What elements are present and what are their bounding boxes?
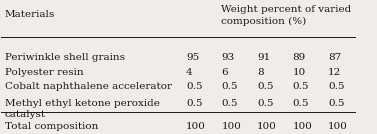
Text: 0.5: 0.5 — [222, 99, 238, 108]
Text: 100: 100 — [328, 122, 348, 131]
Text: 91: 91 — [257, 53, 270, 62]
Text: 100: 100 — [222, 122, 241, 131]
Text: Methyl ethyl ketone peroxide
catalyst: Methyl ethyl ketone peroxide catalyst — [5, 99, 160, 119]
Text: 0.5: 0.5 — [293, 99, 309, 108]
Text: 100: 100 — [186, 122, 206, 131]
Text: 12: 12 — [328, 68, 341, 77]
Text: Weight percent of varied
composition (%): Weight percent of varied composition (%) — [222, 5, 352, 25]
Text: 100: 100 — [257, 122, 277, 131]
Text: 10: 10 — [293, 68, 306, 77]
Text: 4: 4 — [186, 68, 193, 77]
Text: 100: 100 — [293, 122, 313, 131]
Text: 95: 95 — [186, 53, 199, 62]
Text: 0.5: 0.5 — [328, 99, 345, 108]
Text: 0.5: 0.5 — [222, 82, 238, 91]
Text: Cobalt naphthalene accelerator: Cobalt naphthalene accelerator — [5, 82, 172, 91]
Text: 0.5: 0.5 — [186, 99, 202, 108]
Text: 6: 6 — [222, 68, 228, 77]
Text: Polyester resin: Polyester resin — [5, 68, 84, 77]
Text: 8: 8 — [257, 68, 264, 77]
Text: Materials: Materials — [5, 10, 55, 19]
Text: 87: 87 — [328, 53, 341, 62]
Text: 0.5: 0.5 — [186, 82, 202, 91]
Text: 0.5: 0.5 — [293, 82, 309, 91]
Text: Total composition: Total composition — [5, 122, 98, 131]
Text: 0.5: 0.5 — [328, 82, 345, 91]
Text: 89: 89 — [293, 53, 306, 62]
Text: Periwinkle shell grains: Periwinkle shell grains — [5, 53, 125, 62]
Text: 0.5: 0.5 — [257, 82, 273, 91]
Text: 93: 93 — [222, 53, 235, 62]
Text: 0.5: 0.5 — [257, 99, 273, 108]
